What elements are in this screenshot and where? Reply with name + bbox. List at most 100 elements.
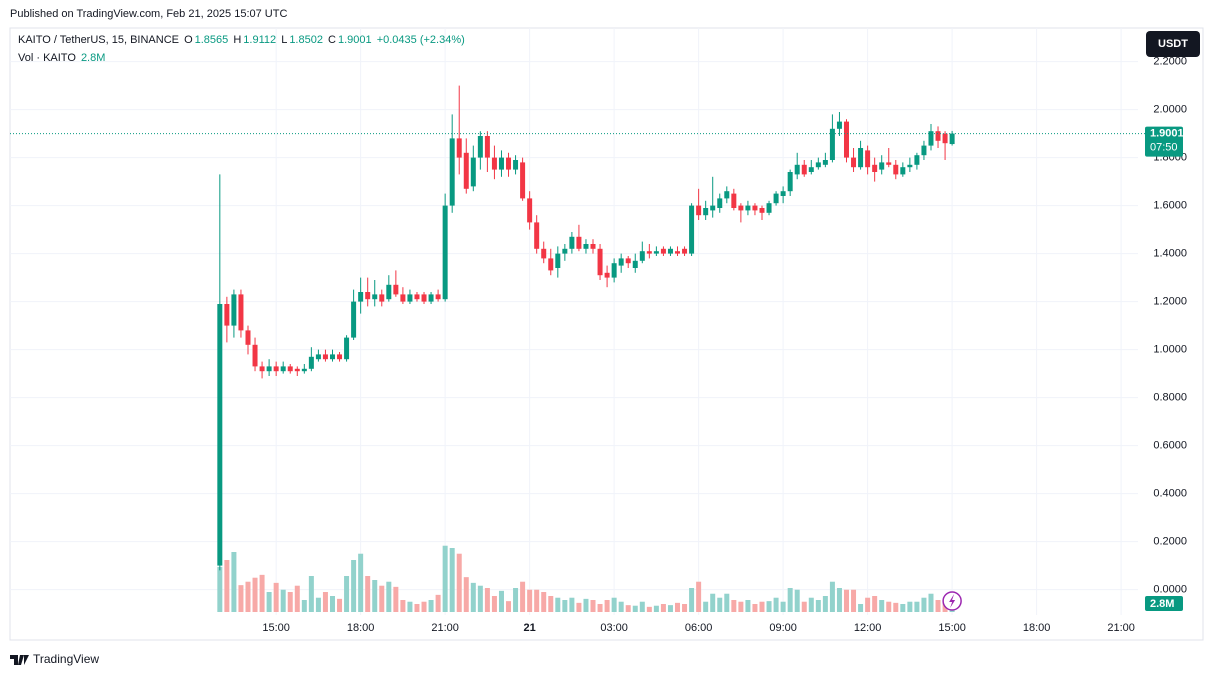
candle-body: [942, 133, 948, 144]
candle-body: [400, 294, 406, 302]
candle-body: [660, 248, 666, 254]
candle-body: [815, 162, 821, 168]
candle-body: [865, 150, 871, 168]
volume-bar: [893, 602, 899, 612]
candle-body: [491, 157, 497, 170]
volume-bar: [477, 585, 483, 612]
candle-body: [231, 294, 237, 326]
candle-body: [217, 304, 223, 566]
volume-bar: [491, 596, 497, 612]
volume-bar: [449, 548, 455, 612]
x-tick-label: 06:00: [685, 622, 713, 634]
volume-bar: [836, 588, 842, 612]
candle-body: [829, 128, 835, 160]
volume-bar: [646, 606, 652, 612]
volume-bar: [428, 600, 434, 612]
volume-value: 2.8M: [80, 52, 106, 64]
y-tick-label: 1.2000: [1153, 296, 1187, 308]
y-tick-label: 2.2000: [1153, 56, 1187, 68]
x-tick-label: 15:00: [938, 622, 966, 634]
volume-bar: [780, 601, 786, 612]
x-tick-label: 21:00: [431, 622, 459, 634]
volume-bar: [703, 601, 709, 612]
candle-body: [900, 167, 906, 175]
volume-bar: [611, 597, 617, 612]
candle-body: [372, 294, 378, 300]
y-tick-label: 0.4000: [1153, 488, 1187, 500]
x-tick-label: 18:00: [347, 622, 375, 634]
candle-body: [836, 121, 842, 129]
volume-bar: [365, 576, 371, 612]
volume-bar: [759, 601, 765, 612]
volume-bar: [259, 574, 265, 612]
candle-body: [421, 294, 427, 302]
volume-bar: [562, 600, 568, 612]
volume-bar: [280, 589, 286, 612]
candle-body: [294, 368, 300, 372]
volume-bar: [865, 597, 871, 612]
volume-bar: [513, 588, 519, 612]
volume-bar: [252, 577, 258, 612]
candle-body: [752, 205, 758, 211]
candle-body: [527, 198, 533, 223]
candle-body: [696, 205, 702, 216]
volume-bar: [273, 582, 279, 612]
candle-body: [872, 164, 878, 172]
candle-body: [604, 272, 610, 278]
volume-bar: [231, 552, 237, 612]
candle-body: [224, 304, 230, 326]
candle-body: [576, 236, 582, 249]
volume-bar: [470, 582, 476, 612]
volume-bar: [738, 601, 744, 612]
ohlc-value: 1.8565: [194, 34, 229, 46]
candle-body: [949, 133, 955, 145]
volume-bar: [858, 604, 864, 612]
volume-bar: [745, 600, 751, 612]
candle-body: [780, 191, 786, 196]
candle-body: [851, 157, 857, 168]
candle-body: [724, 191, 730, 199]
currency-label[interactable]: USDT: [1158, 38, 1188, 50]
candle-body: [252, 344, 258, 367]
candle-body: [562, 248, 568, 254]
volume-bar: [217, 566, 223, 612]
volume-bar: [710, 593, 716, 612]
candle-body: [843, 121, 849, 158]
candle-body: [625, 258, 631, 264]
candle-body: [238, 294, 244, 331]
volume-bar: [667, 605, 673, 612]
price-badge: [1145, 126, 1183, 157]
candle-body: [386, 284, 392, 300]
candle-body: [759, 208, 765, 213]
volume-bar: [766, 601, 772, 612]
candle-body: [822, 160, 828, 165]
volume-bar: [675, 602, 681, 612]
candle-body: [273, 366, 279, 372]
candle-body: [801, 164, 807, 175]
volume-bar: [639, 601, 645, 612]
candle-body: [548, 258, 554, 271]
candle-body: [308, 356, 314, 369]
x-tick-label: 12:00: [854, 622, 882, 634]
volume-bar: [351, 560, 357, 612]
volume-bar: [224, 560, 230, 612]
candle-body: [731, 193, 737, 208]
candle-body: [477, 136, 483, 158]
volume-bar: [900, 604, 906, 612]
candle-body: [534, 222, 540, 249]
price-badge-value: 1.9001: [1150, 127, 1184, 139]
volume-bar: [442, 545, 448, 612]
volume-bar: [801, 601, 807, 612]
candle-body: [344, 337, 350, 360]
candle-body: [513, 160, 519, 170]
volume-bar: [245, 581, 251, 612]
volume-bar: [400, 600, 406, 612]
volume-bar: [829, 581, 835, 612]
volume-bar: [322, 592, 328, 612]
volume-bar: [372, 580, 378, 612]
volume-bar: [555, 597, 561, 612]
currency-button[interactable]: [1146, 31, 1200, 57]
volume-bar: [569, 597, 575, 612]
candle-body: [794, 164, 800, 175]
y-tick-label: 1.4000: [1153, 248, 1187, 260]
